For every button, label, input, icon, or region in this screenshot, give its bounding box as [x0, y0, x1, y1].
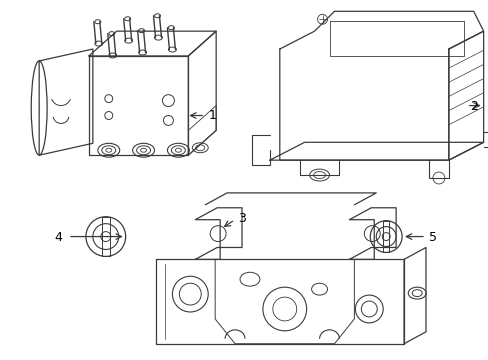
Text: 2: 2: [469, 100, 477, 113]
Text: 1: 1: [208, 109, 216, 122]
Text: 4: 4: [54, 230, 62, 243]
Text: 5: 5: [428, 230, 436, 243]
Text: 3: 3: [238, 212, 245, 225]
